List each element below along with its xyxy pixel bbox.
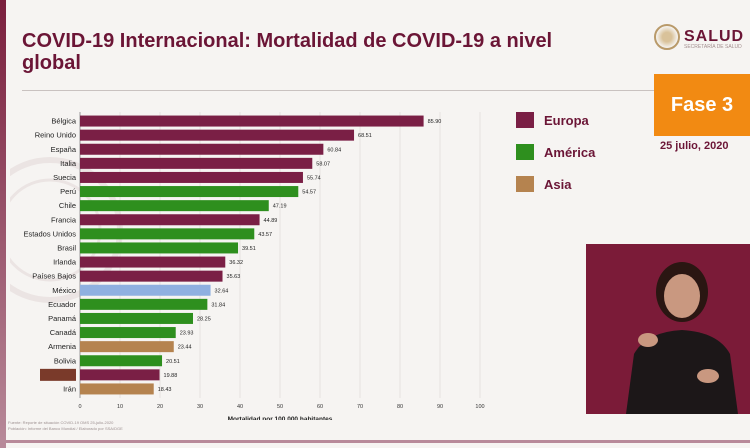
x-tick-label: 30 — [197, 404, 203, 410]
bar — [80, 341, 174, 353]
data-label: 23.93 — [180, 331, 194, 337]
category-label: Ecuador — [48, 300, 76, 309]
title-divider — [22, 90, 750, 91]
mortality-bar-chart: 0 10 20 30 40 50 60 70 80 90 100 85.90 Bélgica 68.51 R… — [23, 112, 485, 420]
category-label: Bolivia — [54, 356, 77, 365]
legend-item-europa: Europa — [516, 112, 589, 128]
data-label: 23.44 — [178, 345, 192, 351]
category-label: España — [51, 145, 77, 154]
x-tick-label: 0 — [78, 404, 81, 410]
category-label: Reino Unido — [35, 131, 76, 140]
category-label: Irán — [63, 384, 76, 393]
legend-label: Asia — [544, 176, 572, 192]
x-tick-label: 70 — [357, 404, 363, 410]
x-tick-label: 90 — [437, 404, 443, 410]
bar — [80, 129, 355, 141]
data-label: 68.51 — [358, 133, 372, 139]
bar — [80, 143, 324, 155]
x-tick-label: 80 — [397, 404, 403, 410]
bar — [80, 186, 299, 198]
data-label: 58.07 — [316, 161, 330, 167]
category-label: Países Bajos — [32, 272, 76, 281]
data-label: 19.88 — [164, 373, 178, 379]
x-tick-label: 50 — [277, 404, 283, 410]
bar — [80, 369, 160, 381]
page-title: COVID-19 Internacional: Mortalidad de CO… — [22, 30, 553, 74]
category-label: México — [52, 286, 76, 295]
legend-label: América — [544, 144, 596, 160]
data-label: 44.89 — [264, 218, 278, 224]
category-label: Italia — [60, 159, 77, 168]
bar — [80, 115, 424, 127]
bar — [80, 171, 303, 183]
data-label: 31.84 — [211, 302, 225, 308]
data-label: 28.25 — [197, 316, 211, 322]
bar — [80, 327, 176, 339]
bar — [80, 242, 239, 254]
data-label: 18.43 — [158, 387, 172, 393]
category-label: Brasil — [57, 243, 76, 252]
category-label: Irlanda — [53, 258, 77, 267]
bar — [80, 157, 313, 169]
data-label: 20.51 — [166, 359, 180, 365]
legend-item-america: América — [516, 144, 595, 160]
interpreter-silhouette-icon — [626, 262, 738, 414]
category-label: Canadá — [50, 328, 77, 337]
category-label: Suecia — [53, 173, 77, 182]
bar — [80, 383, 154, 395]
data-label: 36.32 — [229, 260, 243, 266]
legend-swatch — [516, 144, 534, 160]
x-tick-label: 40 — [237, 404, 243, 410]
data-label: 60.84 — [327, 147, 341, 153]
left-accent-stripe — [0, 0, 6, 448]
logo-subtitle: SECRETARÍA DE SALUD — [684, 44, 742, 50]
data-label: 43.57 — [258, 232, 272, 238]
bar — [80, 298, 208, 310]
legend-swatch — [516, 176, 534, 192]
data-label: 35.63 — [227, 274, 241, 280]
x-tick-label: 100 — [475, 404, 484, 410]
bar — [80, 214, 260, 226]
source-footnote: Fuente: Reporte de situación COVID-19 OM… — [8, 420, 123, 432]
salud-logo: SALUD SECRETARÍA DE SALUD — [654, 24, 744, 50]
x-axis-title: Mortalidad por 100,000 habitantes — [228, 416, 333, 420]
report-date: 25 julio, 2020 — [660, 140, 729, 152]
bar — [80, 270, 223, 282]
bar — [80, 312, 193, 324]
legend-swatch — [516, 112, 534, 128]
bottom-divider — [0, 440, 750, 443]
data-label: 47.19 — [273, 204, 287, 210]
government-seal-icon — [654, 24, 680, 50]
x-tick-label: 60 — [317, 404, 323, 410]
data-label: 39.51 — [242, 246, 256, 252]
footnote-line: Fuente: Reporte de situación COVID-19 OM… — [8, 420, 114, 425]
bar — [80, 355, 163, 367]
x-tick-label: 10 — [117, 404, 123, 410]
bar — [80, 200, 269, 212]
x-tick-label: 20 — [157, 404, 163, 410]
category-label: Panamá — [48, 314, 77, 323]
bar — [80, 256, 226, 268]
data-label: 85.90 — [428, 119, 442, 125]
legend-label: Europa — [544, 112, 589, 128]
category-label: Armenia — [48, 342, 77, 351]
bar — [80, 228, 255, 240]
legend-item-asia: Asia — [516, 176, 571, 192]
data-label: 55.74 — [307, 175, 321, 181]
data-label: 54.57 — [302, 190, 316, 196]
category-label: Estados Unidos — [23, 229, 76, 238]
category-label: Perú — [60, 187, 76, 196]
category-label: Bélgica — [51, 117, 76, 126]
sign-language-interpreter-video — [586, 244, 750, 414]
phase-badge: Fase 3 — [654, 74, 750, 136]
bar — [80, 284, 211, 296]
category-label: Francia — [51, 215, 77, 224]
category-label: Chile — [59, 201, 76, 210]
flag-graphic — [40, 368, 76, 381]
data-label: 32.64 — [215, 288, 229, 294]
logo-wordmark: SALUD — [684, 28, 745, 45]
footnote-line: Población: Informe del Banco Mundial / E… — [8, 426, 123, 431]
